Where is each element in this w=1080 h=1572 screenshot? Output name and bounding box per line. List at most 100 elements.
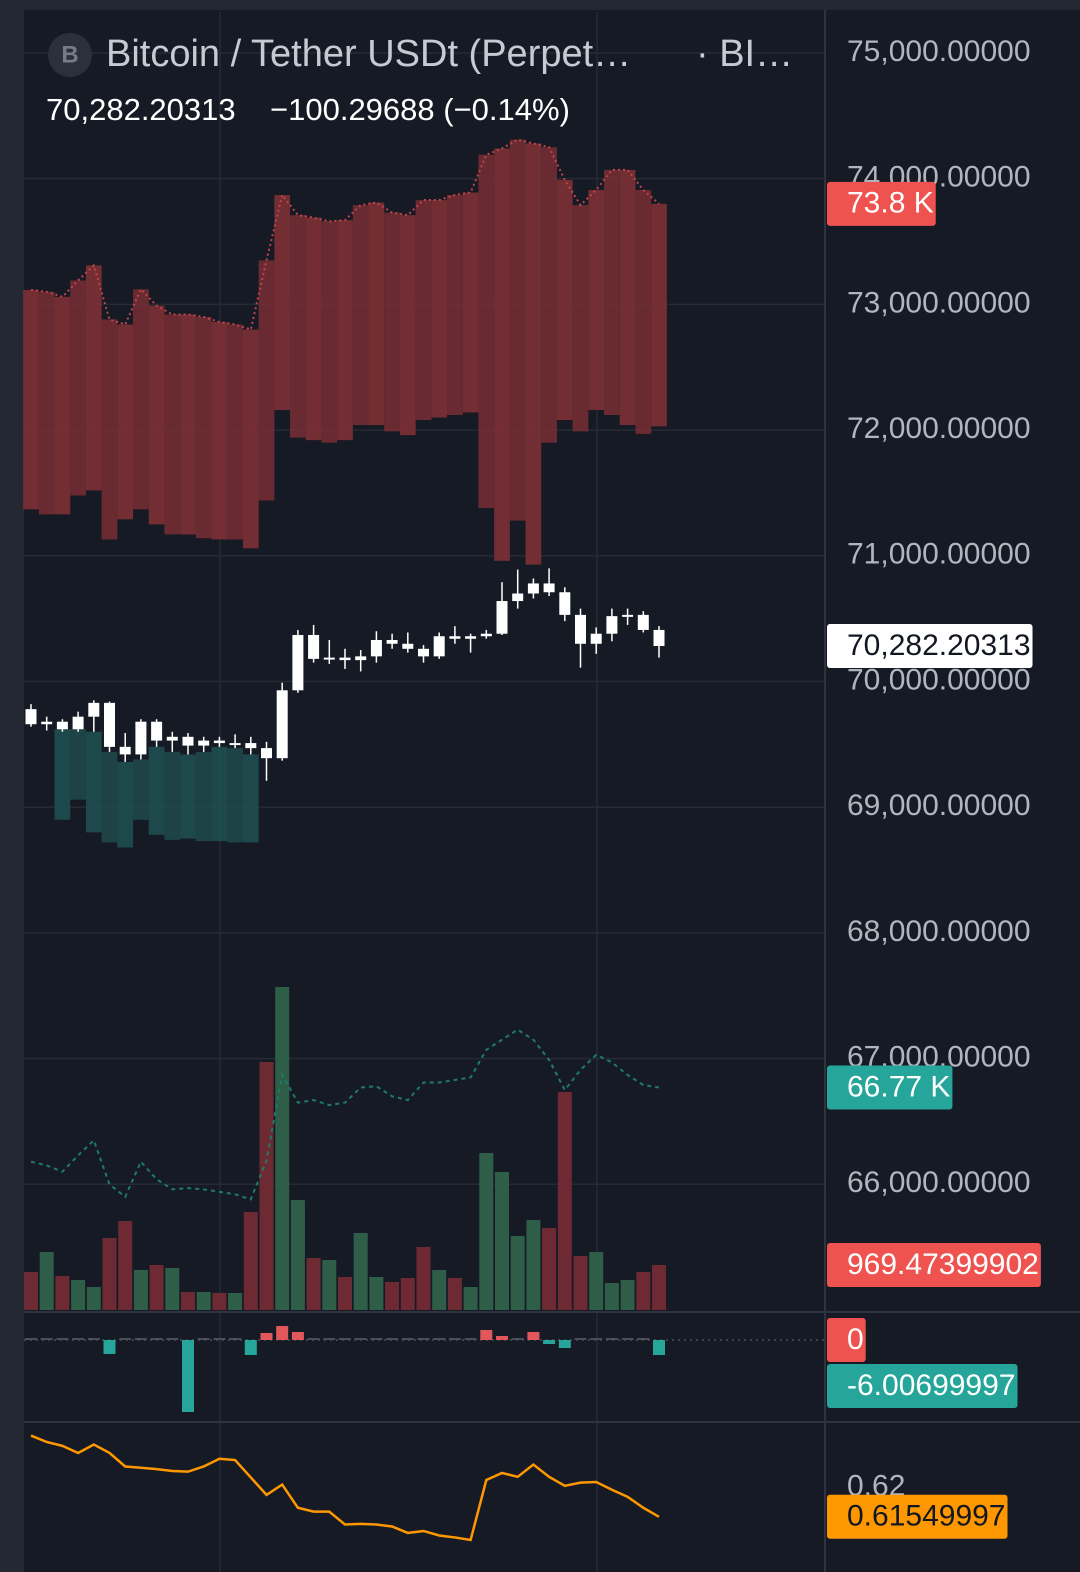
band-segment xyxy=(431,200,448,418)
price-badge-box xyxy=(827,1364,1018,1408)
band-segment xyxy=(70,729,86,800)
band-segment xyxy=(321,221,338,443)
candle-body xyxy=(166,736,178,741)
volume-bar xyxy=(573,1256,588,1310)
band-segment xyxy=(258,260,275,501)
price-badge-box xyxy=(827,624,1033,669)
band-segment xyxy=(148,305,165,525)
candle-body xyxy=(575,614,586,644)
band-segment xyxy=(588,189,605,410)
band-segment xyxy=(180,754,196,839)
band-segment xyxy=(195,316,212,539)
y-tick-label: 68,000.00000 xyxy=(847,915,1031,948)
volume-bar xyxy=(71,1280,86,1310)
band-line xyxy=(30,138,660,331)
band-segment xyxy=(541,147,557,443)
band-segment xyxy=(368,202,385,426)
y-tick-label: 66,000.00000 xyxy=(847,1166,1031,1199)
band-segment xyxy=(164,751,181,840)
candle-body xyxy=(213,740,225,744)
volume-bar xyxy=(306,1258,321,1310)
candle-body xyxy=(308,634,320,659)
candle-body xyxy=(590,633,602,644)
y-tick-label: 70,000.00000 xyxy=(847,663,1031,696)
exchange: · BI… xyxy=(696,33,793,75)
band-segment xyxy=(635,189,652,434)
candle-body xyxy=(151,721,163,741)
volume-bar xyxy=(432,1269,447,1310)
histogram-bar xyxy=(496,1336,508,1340)
indicator-line xyxy=(30,1028,660,1201)
volume-bar xyxy=(400,1278,415,1310)
band-segment xyxy=(85,265,102,491)
band-segment xyxy=(525,143,542,565)
candle-body xyxy=(370,640,382,657)
histogram-bar xyxy=(307,1338,320,1340)
last-price: 70,282.20313 xyxy=(46,92,236,127)
volume-bar xyxy=(604,1282,619,1310)
candle-body xyxy=(119,746,131,755)
candle-body xyxy=(465,636,477,639)
band-segment xyxy=(290,215,306,438)
band-segment xyxy=(447,195,463,416)
histogram-bar xyxy=(464,1338,477,1340)
histogram-bar xyxy=(433,1338,446,1340)
candle-body xyxy=(606,616,618,634)
histogram-bar xyxy=(417,1338,430,1340)
volume-bar xyxy=(243,1212,258,1310)
y-tick-label: 72,000.00000 xyxy=(847,412,1031,445)
histogram-bar xyxy=(574,1338,587,1340)
band-segment xyxy=(38,291,55,515)
candle-body xyxy=(56,721,68,730)
histogram-bar xyxy=(370,1338,383,1340)
histogram-bar xyxy=(558,1340,571,1348)
candle-body xyxy=(653,629,665,647)
top-strip xyxy=(0,0,1080,10)
band-segment xyxy=(211,321,228,540)
volume-bar xyxy=(149,1265,164,1310)
price-badge-box xyxy=(827,1318,866,1362)
candle-body xyxy=(41,721,53,725)
band-segment xyxy=(211,746,228,842)
volume-bar xyxy=(24,1271,38,1310)
band-segment xyxy=(305,217,322,441)
band-segment xyxy=(23,289,39,510)
histogram-bar xyxy=(291,1332,304,1340)
y-tick-label: 69,000.00000 xyxy=(847,789,1031,822)
volume-bar xyxy=(385,1282,400,1310)
price-badge-label: 0.61549997 xyxy=(847,1500,1006,1533)
band-segment xyxy=(85,731,102,833)
candle-body xyxy=(245,743,257,749)
candle-body xyxy=(543,583,555,593)
candle-body xyxy=(229,743,241,746)
volume-bar xyxy=(652,1264,666,1310)
band-segment xyxy=(195,751,212,842)
volume-bar xyxy=(479,1152,494,1310)
histogram-bar xyxy=(119,1338,132,1340)
volume-bar xyxy=(118,1221,133,1310)
plot: 66,000.0000067,000.0000068,000.0000069,0… xyxy=(23,35,1041,1542)
volume-bar xyxy=(369,1276,384,1310)
band-segment xyxy=(415,200,432,421)
price-badge: 73.8 K xyxy=(827,181,936,226)
band-segment xyxy=(242,329,259,549)
band-segment xyxy=(337,220,353,441)
symbol-icon xyxy=(48,33,92,77)
histogram-bar xyxy=(103,1340,116,1354)
histogram-bar xyxy=(590,1338,603,1340)
volume-bar xyxy=(196,1291,211,1310)
volume-bar xyxy=(495,1171,509,1310)
histogram-bar xyxy=(260,1333,273,1340)
price-badge: 66.77 K xyxy=(827,1065,953,1110)
volume-bar xyxy=(165,1267,180,1310)
price-badge: -6.00699997 xyxy=(827,1364,1018,1408)
band-segment xyxy=(164,314,181,535)
band-segment xyxy=(604,169,620,416)
histogram-bar xyxy=(527,1332,540,1340)
histogram-bar xyxy=(150,1338,163,1340)
histogram-bar xyxy=(637,1338,650,1340)
candle-body xyxy=(339,657,351,661)
candle-body xyxy=(622,614,634,617)
candle-body xyxy=(512,593,524,602)
band-segment xyxy=(101,751,118,843)
